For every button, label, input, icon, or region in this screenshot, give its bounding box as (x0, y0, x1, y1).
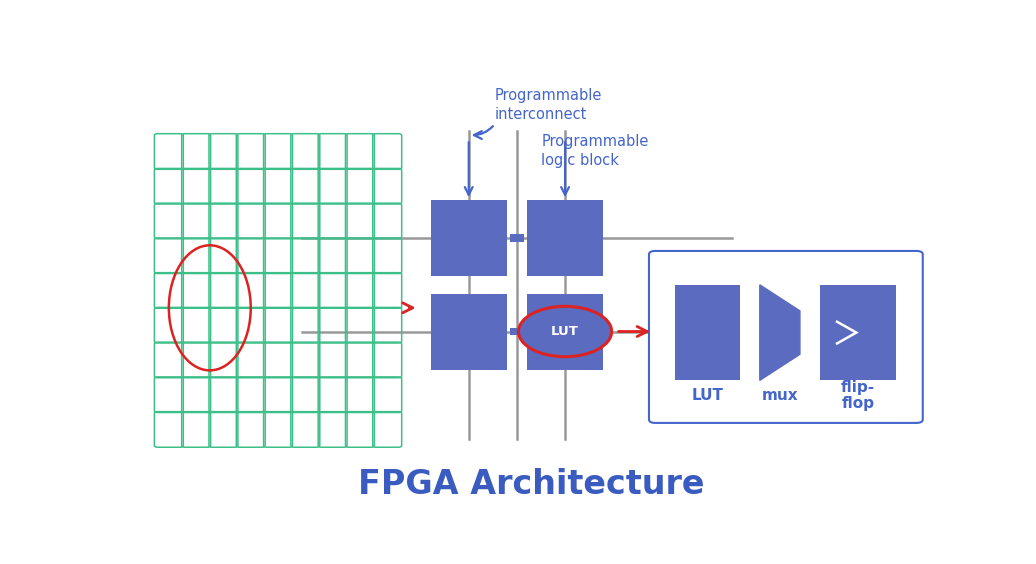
Text: Programmable
interconnect: Programmable interconnect (495, 89, 602, 122)
Polygon shape (759, 285, 800, 380)
FancyBboxPatch shape (649, 251, 923, 423)
Bar (675, 285, 740, 380)
Bar (461, 328, 476, 336)
Text: LUT: LUT (551, 325, 579, 338)
Bar (431, 293, 507, 369)
Bar (821, 285, 896, 380)
Text: FPGA Architecture: FPGA Architecture (357, 468, 704, 501)
Bar (510, 234, 524, 242)
Bar (557, 328, 572, 336)
Text: LUT: LUT (692, 388, 723, 403)
Bar (510, 328, 524, 336)
Text: flip-
flop: flip- flop (841, 380, 875, 411)
Bar (527, 293, 603, 369)
Bar (431, 200, 507, 276)
Text: Programmable
logic block: Programmable logic block (542, 134, 649, 168)
Circle shape (518, 306, 611, 356)
Bar (527, 293, 603, 369)
Text: mux: mux (761, 388, 798, 403)
Bar (527, 200, 603, 276)
